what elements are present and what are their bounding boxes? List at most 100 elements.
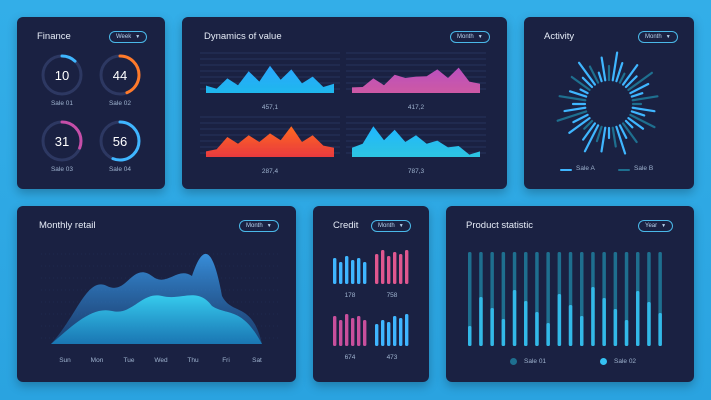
product-period-dropdown[interactable]: Year ▼	[638, 220, 674, 232]
radial-bar	[631, 106, 656, 113]
activity-period-dropdown[interactable]: Month ▼	[638, 31, 678, 43]
chevron-down-icon: ▼	[135, 34, 141, 40]
credit-bar	[405, 250, 409, 284]
gauge-progress-arc	[41, 54, 83, 96]
radial-bar	[581, 76, 594, 89]
radial-bar	[597, 71, 603, 83]
radial-bar	[572, 113, 589, 124]
monthly-retail-card: Monthly retail Month ▼ Sun Mon Tue Wed Thu Fri…	[17, 206, 296, 382]
radial-bar	[631, 95, 659, 102]
monthly-title: Monthly retail	[39, 220, 96, 231]
activity-title: Activity	[544, 31, 575, 42]
legend-label-sale-b: Sale B	[634, 165, 654, 172]
credit-bar	[405, 314, 409, 346]
chevron-down-icon: ▼	[661, 223, 667, 229]
legend-swatch-sale-b	[618, 169, 630, 171]
credit-bar	[345, 314, 349, 346]
product-bar-sale-02	[490, 308, 494, 346]
area-series-front	[51, 295, 262, 344]
product-bar-sale-01	[546, 252, 550, 346]
product-bar-sale-01	[468, 252, 472, 346]
legend-label-sale-01: Sale 01	[524, 358, 547, 365]
radial-bar	[611, 51, 619, 82]
credit-title: Credit	[333, 220, 359, 231]
credit-bar	[387, 256, 391, 284]
finance-title: Finance	[37, 31, 71, 42]
x-axis-day-label: Tue	[124, 357, 135, 364]
finance-gauges: 10 Sale 01 44 Sale 02 31 Sale 03 56 Sale 04	[41, 54, 141, 173]
product-bar-sale-02	[501, 319, 506, 346]
product-bar-sale-02	[580, 316, 584, 346]
radial-bar	[583, 119, 594, 130]
credit-bar	[345, 256, 349, 284]
gauge-value: 56	[113, 134, 127, 149]
radial-bar	[622, 64, 639, 86]
finance-card: Finance Week ▼ 10 Sale 01 44 Sale 02 31 Sale 0…	[17, 17, 165, 189]
activity-period-label: Month	[645, 34, 662, 40]
credit-value-label: 674	[345, 354, 356, 361]
radial-bar	[563, 106, 587, 113]
product-bar-sale-02	[647, 302, 651, 346]
radial-bar	[568, 90, 588, 98]
credit-bar	[381, 320, 385, 346]
radial-bar	[624, 119, 634, 129]
product-bar-sale-02	[624, 320, 629, 346]
credit-bar	[357, 316, 361, 346]
credit-bar	[399, 318, 403, 346]
chevron-down-icon: ▼	[665, 34, 671, 40]
dynamics-title: Dynamics of value	[204, 31, 282, 42]
dynamics-period-dropdown[interactable]: Month ▼	[450, 31, 490, 43]
finance-period-dropdown[interactable]: Week ▼	[109, 31, 148, 43]
activity-radial-chart	[556, 51, 659, 155]
credit-period-label: Month	[378, 223, 395, 229]
product-statistic-card: Product statistic Year ▼ Sale 01 Sale 02	[446, 206, 694, 382]
credit-bar	[333, 258, 337, 284]
activity-card: Activity Month ▼ Sale A Sale B	[524, 17, 694, 189]
legend-label-sale-02: Sale 02	[614, 358, 637, 365]
chevron-down-icon: ▼	[398, 223, 404, 229]
product-bar-sale-02	[512, 290, 517, 346]
gauge-label: Sale 02	[109, 100, 131, 107]
dynamics-card: Dynamics of value Month ▼ 457,1 417,2 287,4…	[182, 17, 507, 189]
credit-bar	[363, 320, 367, 346]
gauge-value: 44	[113, 68, 127, 83]
radial-bar	[630, 110, 646, 117]
credit-card: Credit Month ▼ 178 758 674 473	[313, 206, 429, 382]
radial-bar	[582, 122, 596, 141]
product-bar-sale-02	[568, 305, 573, 346]
gauge-label: Sale 03	[51, 166, 73, 173]
gauge-progress-arc	[41, 120, 83, 162]
credit-bar	[333, 316, 337, 346]
radial-bar	[615, 125, 627, 155]
credit-period-dropdown[interactable]: Month ▼	[371, 220, 411, 232]
radial-bar	[556, 110, 588, 122]
x-axis-day-label: Sun	[59, 357, 71, 364]
radial-bar	[558, 95, 587, 102]
credit-bar	[351, 260, 355, 284]
credit-bar	[381, 250, 385, 284]
product-bar-sale-02	[557, 294, 562, 346]
credit-bar	[351, 318, 355, 346]
legend-swatch-sale-a	[560, 169, 572, 171]
radial-bar	[568, 117, 591, 134]
dynamics-value-label: 787,3	[408, 168, 425, 175]
radial-bar	[579, 88, 589, 95]
credit-bar-groups: 178 758 674 473	[333, 250, 409, 361]
product-bar-sale-02	[524, 301, 528, 346]
credit-bar	[375, 254, 379, 284]
credit-value-label: 178	[345, 292, 356, 299]
radial-bar	[618, 72, 626, 84]
x-axis-day-label: Sat	[252, 357, 262, 364]
credit-value-label: 758	[387, 292, 398, 299]
dynamics-period-label: Month	[457, 34, 474, 40]
gauge-value: 31	[55, 134, 69, 149]
monthly-period-dropdown[interactable]: Month ▼	[239, 220, 279, 232]
radial-bar	[615, 62, 624, 83]
credit-bar	[399, 254, 403, 284]
radial-bar	[600, 56, 607, 82]
radial-bar	[627, 71, 653, 91]
radial-bar	[577, 61, 596, 86]
area-series	[352, 126, 480, 157]
gauge-progress-arc	[99, 54, 141, 96]
dynamics-charts: 457,1 417,2 287,4 787,3	[200, 52, 486, 175]
